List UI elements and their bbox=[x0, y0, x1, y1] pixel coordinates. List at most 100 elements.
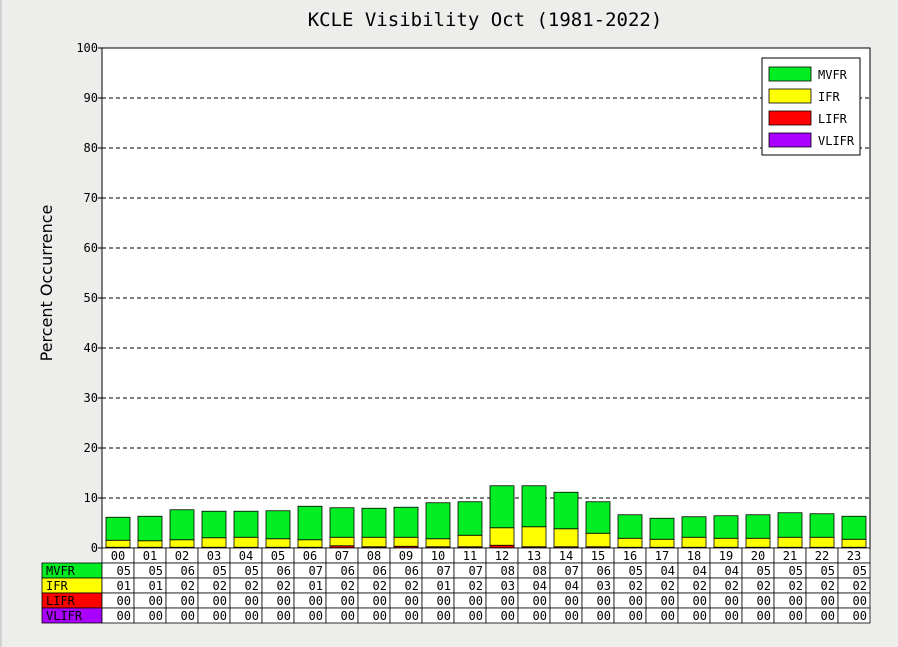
legend-swatch-mvfr bbox=[768, 66, 812, 82]
data-label: 08 bbox=[533, 564, 547, 578]
data-label: 00 bbox=[373, 594, 387, 608]
data-label: 01 bbox=[309, 579, 323, 593]
data-label: 00 bbox=[821, 594, 835, 608]
data-label: 00 bbox=[725, 594, 739, 608]
data-label: 05 bbox=[853, 564, 867, 578]
data-label: 00 bbox=[661, 609, 675, 623]
x-tick-label: 03 bbox=[207, 549, 221, 563]
data-label: 07 bbox=[565, 564, 579, 578]
x-tick-label: 12 bbox=[495, 549, 509, 563]
data-label: 04 bbox=[533, 579, 547, 593]
data-label: 00 bbox=[501, 594, 515, 608]
legend-label: IFR bbox=[818, 90, 840, 104]
data-label: 00 bbox=[789, 594, 803, 608]
data-label: 00 bbox=[373, 609, 387, 623]
bar-ifr bbox=[649, 538, 675, 548]
x-tick-label: 04 bbox=[239, 549, 253, 563]
x-tick-label: 13 bbox=[527, 549, 541, 563]
bar-ifr bbox=[297, 539, 323, 548]
data-label: 02 bbox=[213, 579, 227, 593]
bar-ifr bbox=[745, 537, 771, 548]
bar-ifr bbox=[777, 536, 803, 548]
data-label: 05 bbox=[149, 564, 163, 578]
data-label: 00 bbox=[181, 594, 195, 608]
data-label: 01 bbox=[149, 579, 163, 593]
bar-ifr bbox=[393, 536, 419, 547]
data-label: 00 bbox=[117, 594, 131, 608]
data-label: 00 bbox=[757, 609, 771, 623]
x-tick-label: 11 bbox=[463, 549, 477, 563]
data-label: 00 bbox=[533, 609, 547, 623]
bar-mvfr bbox=[457, 501, 483, 536]
bar-mvfr bbox=[649, 517, 675, 540]
data-label: 07 bbox=[437, 564, 451, 578]
y-tick-label: 10 bbox=[84, 491, 98, 505]
data-label: 05 bbox=[821, 564, 835, 578]
data-label: 00 bbox=[277, 594, 291, 608]
y-tick-label: 80 bbox=[84, 141, 98, 155]
data-label: 02 bbox=[789, 579, 803, 593]
bar-mvfr bbox=[841, 515, 867, 540]
bar-mvfr bbox=[713, 515, 739, 539]
y-tick-label: 60 bbox=[84, 241, 98, 255]
data-label: 00 bbox=[149, 594, 163, 608]
data-label: 04 bbox=[725, 564, 739, 578]
x-tick-label: 06 bbox=[303, 549, 317, 563]
data-label: 00 bbox=[533, 594, 547, 608]
bar-ifr bbox=[841, 538, 867, 548]
x-tick-label: 01 bbox=[143, 549, 157, 563]
y-tick-label: 100 bbox=[76, 41, 98, 55]
data-label: 00 bbox=[821, 609, 835, 623]
data-label: 02 bbox=[661, 579, 675, 593]
bar-mvfr bbox=[553, 491, 579, 530]
legend-label: MVFR bbox=[818, 68, 848, 82]
data-label: 00 bbox=[853, 609, 867, 623]
data-label: 05 bbox=[213, 564, 227, 578]
bar-ifr bbox=[681, 536, 707, 548]
data-label: 00 bbox=[501, 609, 515, 623]
bar-mvfr bbox=[617, 514, 643, 539]
data-label: 06 bbox=[341, 564, 355, 578]
data-label: 02 bbox=[725, 579, 739, 593]
data-label: 02 bbox=[629, 579, 643, 593]
data-label: 00 bbox=[469, 594, 483, 608]
y-tick-label: 40 bbox=[84, 341, 98, 355]
bar-mvfr bbox=[809, 513, 835, 538]
data-label: 00 bbox=[117, 609, 131, 623]
data-label: 02 bbox=[693, 579, 707, 593]
data-label: 02 bbox=[277, 579, 291, 593]
x-tick-label: 17 bbox=[655, 549, 669, 563]
data-label: 00 bbox=[629, 609, 643, 623]
table-row-label: LIFR bbox=[46, 594, 76, 608]
table-row-label: VLIFR bbox=[46, 609, 83, 623]
data-label: 07 bbox=[309, 564, 323, 578]
x-tick-label: 15 bbox=[591, 549, 605, 563]
data-label: 00 bbox=[629, 594, 643, 608]
data-label: 00 bbox=[853, 594, 867, 608]
data-label: 06 bbox=[597, 564, 611, 578]
x-tick-label: 23 bbox=[847, 549, 861, 563]
data-label: 00 bbox=[181, 609, 195, 623]
data-label: 06 bbox=[277, 564, 291, 578]
legend-swatch-vlifr bbox=[768, 132, 812, 148]
x-tick-label: 14 bbox=[559, 549, 573, 563]
legend-label: LIFR bbox=[818, 112, 848, 126]
bar-mvfr bbox=[681, 516, 707, 538]
bar-ifr bbox=[713, 537, 739, 548]
data-label: 00 bbox=[597, 594, 611, 608]
table-row-label: MVFR bbox=[46, 564, 76, 578]
data-label: 02 bbox=[373, 579, 387, 593]
data-label: 02 bbox=[853, 579, 867, 593]
data-label: 00 bbox=[437, 594, 451, 608]
bar-mvfr bbox=[201, 510, 227, 539]
bar-ifr bbox=[617, 537, 643, 548]
y-tick-label: 0 bbox=[91, 541, 98, 555]
data-label: 02 bbox=[469, 579, 483, 593]
data-label: 00 bbox=[277, 609, 291, 623]
y-axis-label: Percent Occurrence bbox=[37, 205, 56, 362]
bar-ifr bbox=[361, 536, 387, 548]
data-label: 01 bbox=[437, 579, 451, 593]
bar-mvfr bbox=[233, 510, 259, 538]
bar-ifr bbox=[105, 539, 131, 548]
